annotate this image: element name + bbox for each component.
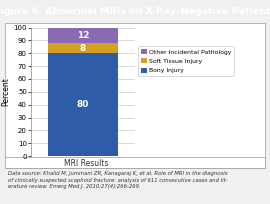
Text: 12: 12 (77, 31, 89, 40)
Text: MRI Results: MRI Results (63, 159, 108, 168)
Text: 80: 80 (77, 100, 89, 109)
Text: Figure 6. Abnormal MRIs on X-Ray–Negative Patients: Figure 6. Abnormal MRIs on X-Ray–Negativ… (0, 7, 270, 16)
Text: Data source: Khalid M, Jummani ZR, Kanagaraj K, et al. Role of MRI in the diagno: Data source: Khalid M, Jummani ZR, Kanag… (8, 171, 228, 189)
Bar (48, 43, 119, 53)
Y-axis label: Percent: Percent (2, 77, 11, 106)
Bar (48, 53, 119, 156)
Bar (48, 28, 119, 43)
Text: 8: 8 (80, 44, 86, 53)
Legend: Other Incidental Pathology, Soft Tissue Injury, Bony Injury: Other Incidental Pathology, Soft Tissue … (138, 46, 234, 76)
